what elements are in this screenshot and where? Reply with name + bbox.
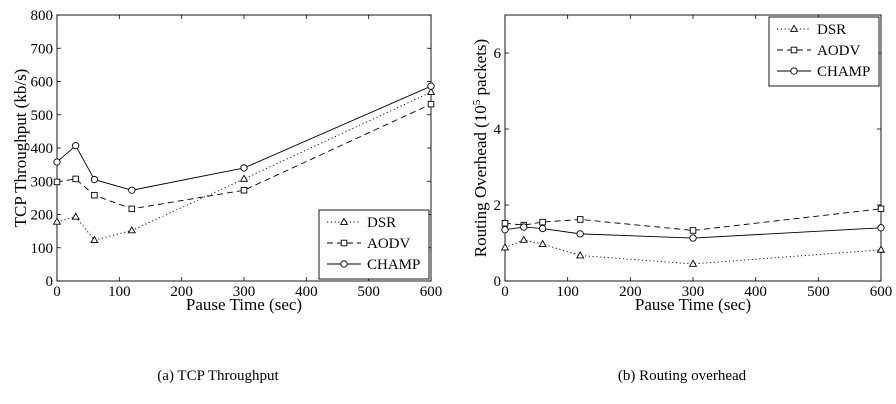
data-point-aodv xyxy=(53,178,61,186)
legend-marker-aodv xyxy=(790,46,798,54)
y-axis-label-superscript: 5 xyxy=(471,99,483,105)
y-tick-label: 6 xyxy=(494,46,502,62)
legend-box xyxy=(318,209,430,280)
data-point-aodv xyxy=(576,216,584,223)
caption-routing-overhead: (b) Routing overhead xyxy=(617,368,747,384)
y-tick-label: 2 xyxy=(494,198,502,214)
series-line-champ xyxy=(56,85,432,191)
x-tick-label: 400 xyxy=(744,284,767,300)
x-tick-label: 600 xyxy=(870,284,893,300)
legend-label-dsr: DSR xyxy=(817,22,846,38)
data-point-aodv xyxy=(501,219,509,227)
data-point-champ xyxy=(877,224,885,232)
data-point-champ xyxy=(427,82,435,90)
data-point-champ xyxy=(501,226,509,234)
y-tick-label: 200 xyxy=(31,208,54,224)
x-axis-label: Pause Time (sec) xyxy=(186,295,302,314)
legend-label-aodv: AODV xyxy=(367,236,410,252)
x-tick-label: 500 xyxy=(357,284,380,300)
data-point-dsr xyxy=(538,239,547,247)
y-axis-label: TCP Throughput (kb/s) xyxy=(11,69,30,228)
x-tick-label: 0 xyxy=(53,284,61,300)
data-point-aodv xyxy=(877,205,885,213)
y-tick-label: 4 xyxy=(494,122,502,138)
legend-marker-aodv xyxy=(340,239,348,247)
legend-marker-champ xyxy=(340,260,348,268)
data-point-champ xyxy=(240,164,248,172)
data-point-champ xyxy=(520,223,528,231)
legend-label-dsr: DSR xyxy=(367,215,396,231)
x-tick-label: 100 xyxy=(108,284,131,300)
data-point-aodv xyxy=(128,205,136,213)
legend-marker-dsr xyxy=(789,24,799,32)
data-point-aodv xyxy=(91,191,98,199)
data-point-aodv xyxy=(240,186,248,194)
legend-marker-champ xyxy=(790,67,798,75)
data-point-dsr xyxy=(127,225,136,234)
y-tick-label: 0 xyxy=(494,274,502,290)
y-axis-label-text: TCP Throughput (kb/s) xyxy=(11,69,30,228)
legend-label-champ: CHAMP xyxy=(367,257,420,273)
y-tick-label: 500 xyxy=(31,108,54,124)
data-point-champ xyxy=(538,224,547,233)
data-point-dsr xyxy=(688,259,698,267)
data-point-champ xyxy=(72,142,80,150)
data-point-dsr xyxy=(239,174,249,182)
y-tick-label: 800 xyxy=(31,8,54,24)
data-point-aodv xyxy=(539,218,546,226)
data-point-dsr xyxy=(52,217,62,225)
x-tick-label: 500 xyxy=(807,284,830,300)
tcp-throughput-chart: 0 100 200 300 400 500 600 0 100 200 300 400 500 600 70… xyxy=(11,8,442,314)
y-tick-label: 100 xyxy=(31,241,54,257)
data-point-champ xyxy=(53,158,61,166)
data-point-dsr xyxy=(876,245,886,253)
x-tick-label: 600 xyxy=(420,284,443,300)
y-tick-label: 600 xyxy=(31,75,54,91)
y-tick-label: 300 xyxy=(31,174,54,190)
y-axis-label-tail: packets) xyxy=(471,39,490,100)
x-tick-label: 0 xyxy=(501,284,509,300)
legend-label-aodv: AODV xyxy=(817,43,860,59)
data-point-dsr xyxy=(71,212,80,220)
data-point-dsr xyxy=(519,235,528,243)
data-point-dsr xyxy=(90,235,99,243)
x-tick-label: 100 xyxy=(556,284,579,300)
data-point-aodv xyxy=(427,100,435,108)
y-axis-label-text: Routing Overhead (10 xyxy=(471,105,490,257)
y-axis-label: Routing Overhead (105 packets) xyxy=(471,39,490,257)
data-point-dsr xyxy=(576,251,585,259)
x-tick-label: 200 xyxy=(170,284,193,300)
data-point-aodv xyxy=(689,227,697,234)
y-tick-label: 400 xyxy=(31,141,54,157)
x-tick-label: 200 xyxy=(619,284,642,300)
data-point-champ xyxy=(689,234,697,242)
legend-box xyxy=(768,16,880,87)
series-line-dsr xyxy=(56,91,432,241)
data-point-aodv xyxy=(72,175,79,183)
x-tick-label: 300 xyxy=(682,284,705,300)
x-axis-label: Pause Time (sec) xyxy=(635,295,751,314)
legend-label-champ: CHAMP xyxy=(817,64,870,80)
data-point-champ xyxy=(576,230,584,238)
data-point-dsr xyxy=(426,87,436,95)
legend-marker-dsr xyxy=(339,217,349,225)
caption-tcp-throughput: (a) TCP Throughput xyxy=(157,368,279,384)
x-tick-label: 400 xyxy=(295,284,318,300)
x-tick-label: 300 xyxy=(233,284,256,300)
data-point-champ xyxy=(90,175,99,184)
data-point-dsr xyxy=(500,243,510,251)
y-tick-label: 0 xyxy=(46,274,54,290)
y-tick-label: 700 xyxy=(31,41,54,57)
routing-overhead-chart: 0 100 200 300 400 500 600 0 2 4 6 Pause Time (sec) R… xyxy=(471,14,893,314)
data-point-champ xyxy=(128,186,136,194)
